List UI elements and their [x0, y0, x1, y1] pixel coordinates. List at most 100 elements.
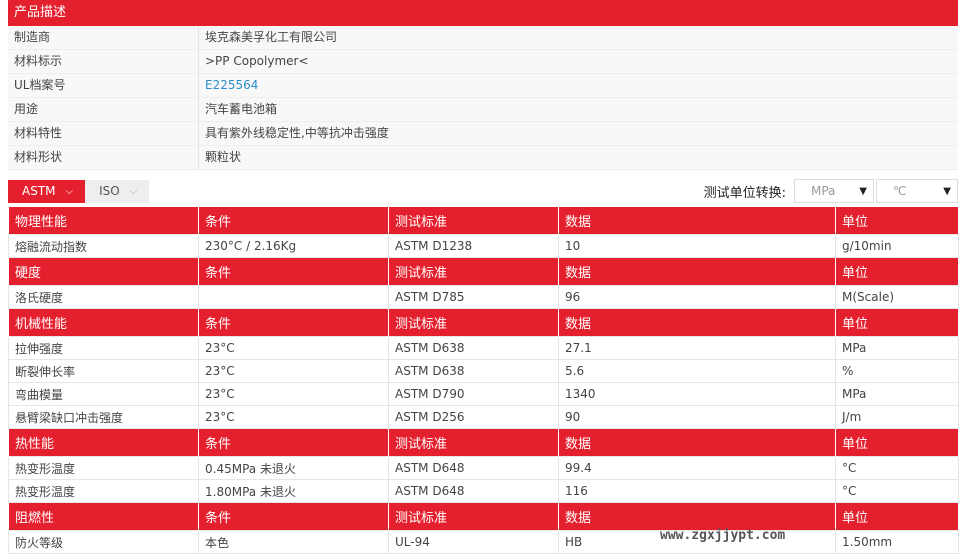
dropdown-arrow-icon: ▼ — [859, 185, 867, 197]
description-list: 制造商 埃克森美孚化工有限公司 材料标示 >PP Copolymer< UL档案号 E22… — [8, 26, 958, 170]
description-label: 材料标示 — [8, 50, 199, 73]
table-cell: ASTM D790 — [388, 382, 559, 406]
watermark: www.zgxjjypt.com — [660, 528, 786, 543]
description-value: 颗粒状 — [205, 150, 242, 164]
temperature-unit-select[interactable]: ℃ ▼ — [876, 179, 958, 203]
table-cell: °C — [835, 479, 959, 503]
table-cell: ASTM D1238 — [388, 234, 559, 258]
table-cell: 洛氏硬度 — [8, 285, 199, 309]
description-row: 材料形状 颗粒状 — [8, 146, 958, 170]
tab-label: ASTM — [22, 183, 56, 198]
table-row: 防火等级 本色 UL-94 HB 1.50mm — [8, 530, 959, 554]
description-label: 用途 — [8, 98, 199, 121]
table-cell: 0.45MPa 未退火 — [198, 456, 389, 480]
section-title: 阻燃性 — [8, 502, 199, 531]
column-header: 单位 — [835, 428, 959, 457]
table-cell: ASTM D648 — [388, 479, 559, 503]
description-header: 产品描述 — [8, 0, 958, 26]
table-row: 洛氏硬度 ASTM D785 96 M(Scale) — [8, 285, 959, 309]
section-title: 机械性能 — [8, 308, 199, 337]
description-label: UL档案号 — [8, 74, 199, 97]
description-row: 材料特性 具有紫外线稳定性,中等抗冲击强度 — [8, 122, 958, 146]
description-row: UL档案号 E225564 — [8, 74, 958, 98]
table-cell: 230°C / 2.16Kg — [198, 234, 389, 258]
description-value: 汽车蓄电池箱 — [205, 102, 278, 116]
column-header: 数据 — [558, 428, 836, 457]
column-header: 测试标准 — [388, 207, 559, 235]
table-cell: ASTM D785 — [388, 285, 559, 309]
description-label: 制造商 — [8, 26, 199, 49]
chevron-down-icon: ⌵ — [129, 185, 138, 197]
description-value: >PP Copolymer< — [205, 54, 309, 68]
standard-toolbar: ASTM ⌵ ISO ⌵ 测试单位转换: MPa ▼ ℃ ▼ — [8, 175, 958, 207]
column-header: 数据 — [558, 502, 836, 531]
table-cell: UL-94 — [388, 530, 559, 554]
table-cell: 23°C — [198, 336, 389, 360]
section-header-row: 机械性能 条件 测试标准 数据 单位 — [8, 308, 959, 337]
column-header: 单位 — [835, 207, 959, 235]
section-header-row: 阻燃性 条件 测试标准 数据 单位 — [8, 502, 959, 531]
description-label: 材料形状 — [8, 146, 199, 169]
table-cell: ASTM D638 — [388, 336, 559, 360]
column-header: 条件 — [198, 207, 389, 235]
description-row: 制造商 埃克森美孚化工有限公司 — [8, 26, 958, 50]
table-row: 悬臂梁缺口冲击强度 23°C ASTM D256 90 J/m — [8, 405, 959, 429]
table-cell: g/10min — [835, 234, 959, 258]
table-cell: 拉伸强度 — [8, 336, 199, 360]
column-header: 测试标准 — [388, 428, 559, 457]
description-value: 具有紫外线稳定性,中等抗冲击强度 — [205, 126, 389, 140]
section-header-row: 物理性能 条件 测试标准 数据 单位 — [8, 207, 959, 235]
column-header: 数据 — [558, 308, 836, 337]
product-sheet: 产品描述 制造商 埃克森美孚化工有限公司 材料标示 >PP Copolymer< UL档… — [8, 0, 959, 554]
table-row: 热变形温度 0.45MPa 未退火 ASTM D648 99.4 °C — [8, 456, 959, 480]
table-cell: 23°C — [198, 405, 389, 429]
column-header: 测试标准 — [388, 257, 559, 286]
column-header: 条件 — [198, 502, 389, 531]
table-cell: 116 — [558, 479, 836, 503]
table-row: 熔融流动指数 230°C / 2.16Kg ASTM D1238 10 g/10min — [8, 234, 959, 258]
table-cell: 断裂伸长率 — [8, 359, 199, 383]
section-title: 热性能 — [8, 428, 199, 457]
table-cell: 27.1 — [558, 336, 836, 360]
table-cell: 热变形温度 — [8, 479, 199, 503]
table-cell: 弯曲模量 — [8, 382, 199, 406]
table-row: 弯曲模量 23°C ASTM D790 1340 MPa — [8, 382, 959, 406]
chevron-down-icon: ⌵ — [65, 185, 74, 197]
table-cell: 90 — [558, 405, 836, 429]
table-cell: 10 — [558, 234, 836, 258]
column-header: 数据 — [558, 207, 836, 235]
description-row: 材料标示 >PP Copolymer< — [8, 50, 958, 74]
description-value[interactable]: E225564 — [205, 78, 259, 92]
table-cell: 热变形温度 — [8, 456, 199, 480]
section-title: 硬度 — [8, 257, 199, 286]
table-cell: 5.6 — [558, 359, 836, 383]
table-cell: 23°C — [198, 382, 389, 406]
table-row: 断裂伸长率 23°C ASTM D638 5.6% — [8, 359, 959, 383]
table-row: 热变形温度 1.80MPa 未退火 ASTM D648 116 °C — [8, 479, 959, 503]
column-header: 单位 — [835, 257, 959, 286]
unit-conversion-label: 测试单位转换: — [703, 185, 786, 201]
description-value: 埃克森美孚化工有限公司 — [205, 30, 338, 44]
table-cell: ASTM D256 — [388, 405, 559, 429]
table-cell: J/m — [835, 405, 959, 429]
table-cell: °C — [835, 456, 959, 480]
column-header: 单位 — [835, 502, 959, 531]
table-cell: ASTM D648 — [388, 456, 559, 480]
column-header: 测试标准 — [388, 308, 559, 337]
table-cell: 悬臂梁缺口冲击强度 — [8, 405, 199, 429]
select-value: MPa — [811, 184, 836, 198]
column-header: 测试标准 — [388, 502, 559, 531]
select-value: ℃ — [893, 184, 907, 198]
table-cell: M(Scale) — [835, 285, 959, 309]
table-cell: 1340 — [558, 382, 836, 406]
properties-table: 物理性能 条件 测试标准 数据 单位 熔融流动指数 230°C / 2.16Kg ASTM D… — [8, 207, 959, 554]
table-cell: 99.4 — [558, 456, 836, 480]
tab-astm[interactable]: ASTM ⌵ — [8, 179, 86, 203]
section-header-row: 硬度 条件 测试标准 数据 单位 — [8, 257, 959, 286]
pressure-unit-select[interactable]: MPa ▼ — [794, 179, 874, 203]
table-cell: 熔融流动指数 — [8, 234, 199, 258]
dropdown-arrow-icon: ▼ — [943, 185, 951, 197]
tab-iso[interactable]: ISO ⌵ — [85, 179, 150, 203]
table-cell: 1.80MPa 未退火 — [198, 479, 389, 503]
table-cell: MPa — [835, 382, 959, 406]
